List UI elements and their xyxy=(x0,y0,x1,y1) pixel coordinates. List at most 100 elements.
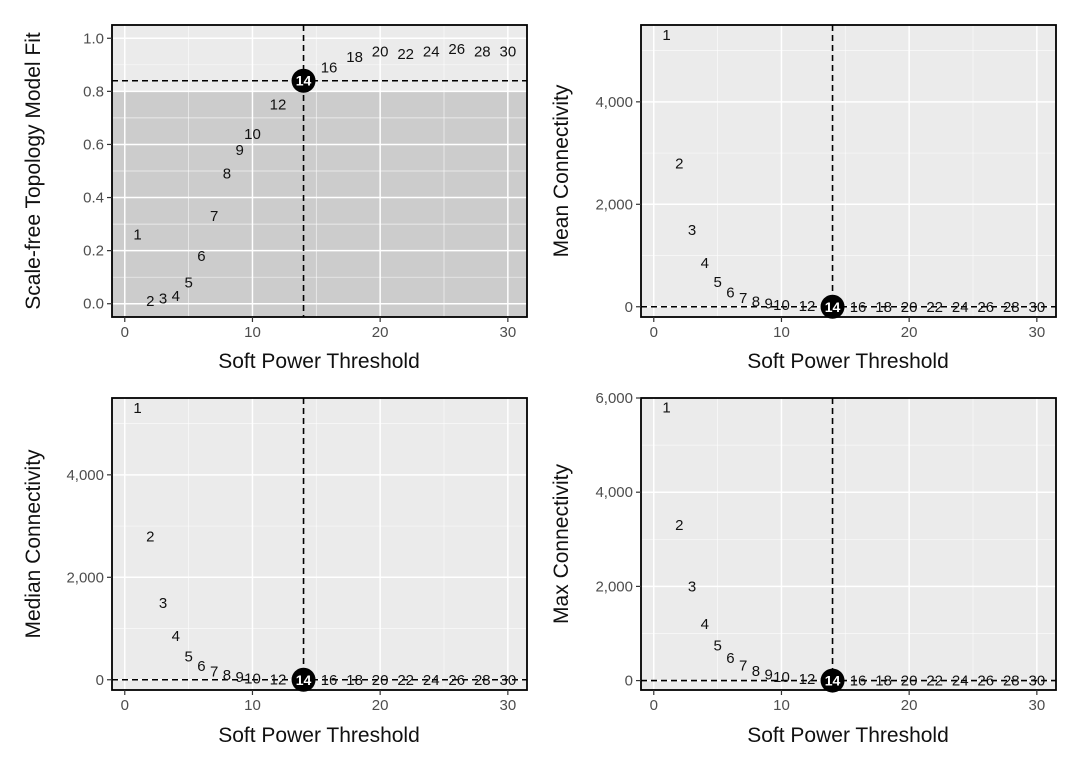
panel-4-ytick-label: 2,000 xyxy=(595,578,633,595)
panel-2-point-label: 28 xyxy=(1003,299,1020,316)
panel-1-point-label: 26 xyxy=(448,41,465,58)
panel-2-xtick-label: 30 xyxy=(1029,324,1046,341)
panel-3-point-label: 20 xyxy=(372,672,389,689)
panel-2-point-label: 24 xyxy=(952,299,969,316)
panel-4-ytick-label: 4,000 xyxy=(595,484,633,501)
panel-3-point-label: 7 xyxy=(210,664,218,681)
panel-4-point-label: 18 xyxy=(875,673,892,690)
panel-3-point-label: 8 xyxy=(223,667,231,684)
panel-2-point-label: 7 xyxy=(739,290,747,307)
panel-3-point-label: 28 xyxy=(474,672,491,689)
panel-3-point-label: 16 xyxy=(321,672,338,689)
panel-2-point-label: 26 xyxy=(977,299,994,316)
panel-4-plot-background xyxy=(641,398,1056,690)
panel-1-highlight-label: 14 xyxy=(296,73,312,89)
panel-1-ytick-label: 0.2 xyxy=(83,243,104,260)
panel-3-ylabel: Median Connectivity xyxy=(22,449,45,639)
panel-4-point-label: 16 xyxy=(850,673,867,690)
panel-3-xlabel: Soft Power Threshold xyxy=(218,724,420,747)
panel-1-threshold-band xyxy=(112,91,527,317)
panel-2-xlabel: Soft Power Threshold xyxy=(747,350,949,373)
panel-1-point-label: 24 xyxy=(423,44,440,61)
panel-2-ytick-label: 0 xyxy=(625,299,633,316)
panel-2-point-label: 20 xyxy=(901,299,918,316)
panel-1-xtick-label: 30 xyxy=(500,324,517,341)
panel-1-ylabel: Scale-free Topology Model Fit xyxy=(22,32,45,310)
panel-4-point-label: 4 xyxy=(701,616,709,633)
panel-1-point-label: 20 xyxy=(372,44,389,61)
panel-3-point-label: 6 xyxy=(197,658,205,675)
panel-4-point-label: 10 xyxy=(773,669,790,686)
panel-2-point-label: 30 xyxy=(1029,299,1046,316)
panel-4-highlight-point xyxy=(820,668,845,693)
panel-2-point-label: 16 xyxy=(850,299,867,316)
panel-1-ytick-label: 0.0 xyxy=(83,296,104,313)
panel-1-point-label: 8 xyxy=(223,166,231,183)
panel-1-ytick-label: 1.0 xyxy=(83,30,104,47)
panel-4-point-label: 12 xyxy=(799,671,816,688)
panel-3-point-label: 2 xyxy=(146,528,154,545)
panel-3-plot-background xyxy=(112,398,527,690)
panel-4-point-label: 24 xyxy=(952,673,969,690)
panel-4-xtick-label: 20 xyxy=(901,697,918,714)
panel-4-xtick-label: 30 xyxy=(1029,697,1046,714)
panel-1-xtick-label: 20 xyxy=(372,324,389,341)
panel-1-ytick-label: 0.6 xyxy=(83,136,104,153)
panel-1-point-label: 3 xyxy=(159,290,167,307)
panel-1-xtick-label: 0 xyxy=(121,324,129,341)
panel-1-point-label: 22 xyxy=(397,46,414,63)
panel-3-point-label: 18 xyxy=(346,672,363,689)
panel-1-highlight-point xyxy=(291,68,316,93)
panel-4-point-label: 5 xyxy=(713,637,721,654)
panel-2-point-label: 1 xyxy=(662,27,670,44)
panel-3-xtick-label: 20 xyxy=(372,697,389,714)
panel-2-highlight-point xyxy=(820,294,845,319)
panel-3-highlight-point xyxy=(291,667,316,692)
panel-2-xtick-label: 20 xyxy=(901,324,918,341)
panel-4-point-label: 9 xyxy=(765,666,773,683)
panel-1-point-label: 16 xyxy=(321,59,338,76)
panel-3-point-label: 10 xyxy=(244,670,261,687)
panel-4-point-label: 3 xyxy=(688,578,696,595)
panel-2-point-label: 18 xyxy=(875,299,892,316)
panel-4-point-label: 1 xyxy=(662,399,670,416)
panel-1-point-label: 5 xyxy=(184,274,192,291)
panel-3-point-label: 1 xyxy=(133,400,141,417)
panel-1-point-label: 30 xyxy=(500,44,517,61)
panel-1-point-label: 7 xyxy=(210,208,218,225)
panel-4-point-label: 2 xyxy=(675,517,683,534)
panel-4-ytick-label: 6,000 xyxy=(595,390,633,407)
panel-3-xtick-label: 10 xyxy=(244,697,261,714)
panel-4-point-label: 26 xyxy=(977,673,994,690)
panel-4-point-label: 30 xyxy=(1029,673,1046,690)
panel-3-plot-border xyxy=(111,397,528,691)
panel-3-xtick-label: 30 xyxy=(500,697,517,714)
panel-2-point-label: 22 xyxy=(926,299,943,316)
panel-3-point-label: 4 xyxy=(172,628,180,645)
panel-4-ylabel: Max Connectivity xyxy=(550,464,573,624)
panel-4-xtick-label: 0 xyxy=(650,697,658,714)
panel-1-point-label: 18 xyxy=(346,49,363,66)
panel-3-point-label: 9 xyxy=(236,669,244,686)
panel-1-ytick-label: 0.8 xyxy=(83,83,104,100)
panel-2-highlight-label: 14 xyxy=(825,299,841,315)
panel-4-point-label: 8 xyxy=(752,663,760,680)
panel-4-point-label: 22 xyxy=(926,673,943,690)
panel-1-xtick-label: 10 xyxy=(244,324,261,341)
panel-2-ytick-label: 4,000 xyxy=(595,94,633,111)
panel-1-point-label: 4 xyxy=(172,288,180,305)
panel-2-ytick-label: 2,000 xyxy=(595,196,633,213)
panel-3-point-label: 12 xyxy=(270,671,287,688)
panel-1-xlabel: Soft Power Threshold xyxy=(218,350,420,373)
panel-2-point-label: 3 xyxy=(688,222,696,239)
panel-2-plot-background xyxy=(641,25,1056,317)
panel-4-xtick-label: 10 xyxy=(773,697,790,714)
panel-2-ylabel: Mean Connectivity xyxy=(550,84,573,257)
panel-1-point-label: 6 xyxy=(197,248,205,265)
